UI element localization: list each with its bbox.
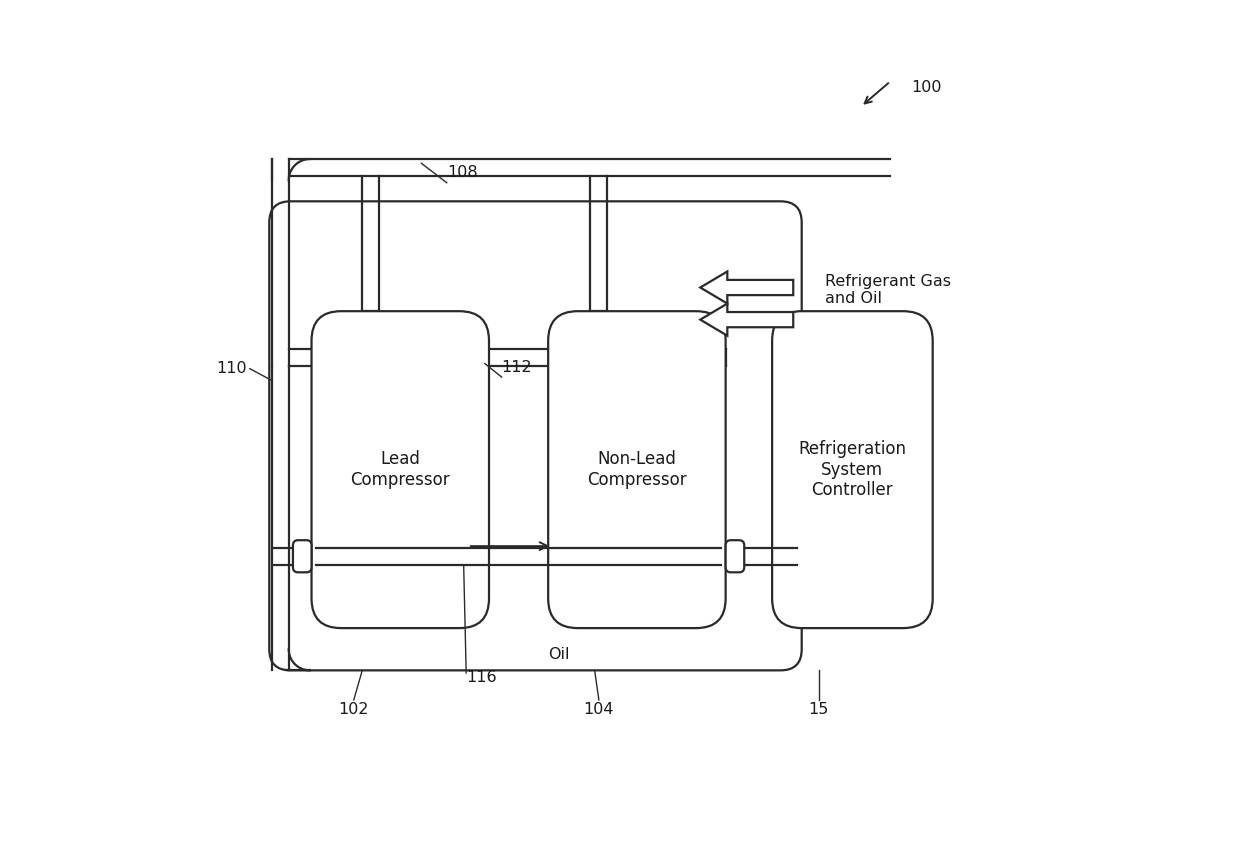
Polygon shape: [701, 303, 794, 336]
Text: 15: 15: [808, 702, 828, 716]
Text: 104: 104: [584, 702, 614, 716]
Text: 110: 110: [216, 361, 247, 376]
Text: Lead
Compressor: Lead Compressor: [351, 450, 450, 489]
Text: 102: 102: [339, 702, 370, 716]
FancyBboxPatch shape: [269, 201, 802, 670]
FancyBboxPatch shape: [725, 540, 744, 572]
Text: Oil: Oil: [548, 647, 569, 661]
FancyBboxPatch shape: [773, 311, 932, 628]
Text: Refrigeration
System
Controller: Refrigeration System Controller: [799, 440, 906, 499]
Text: 100: 100: [911, 80, 942, 94]
Text: Non-Lead
Compressor: Non-Lead Compressor: [587, 450, 687, 489]
FancyBboxPatch shape: [548, 311, 725, 628]
FancyBboxPatch shape: [293, 540, 311, 572]
Text: Refrigerant Gas
and Oil: Refrigerant Gas and Oil: [825, 274, 951, 307]
FancyBboxPatch shape: [311, 311, 489, 628]
Polygon shape: [701, 271, 794, 303]
Text: 108: 108: [446, 165, 477, 180]
Text: 116: 116: [466, 670, 497, 685]
Text: 112: 112: [502, 360, 532, 375]
